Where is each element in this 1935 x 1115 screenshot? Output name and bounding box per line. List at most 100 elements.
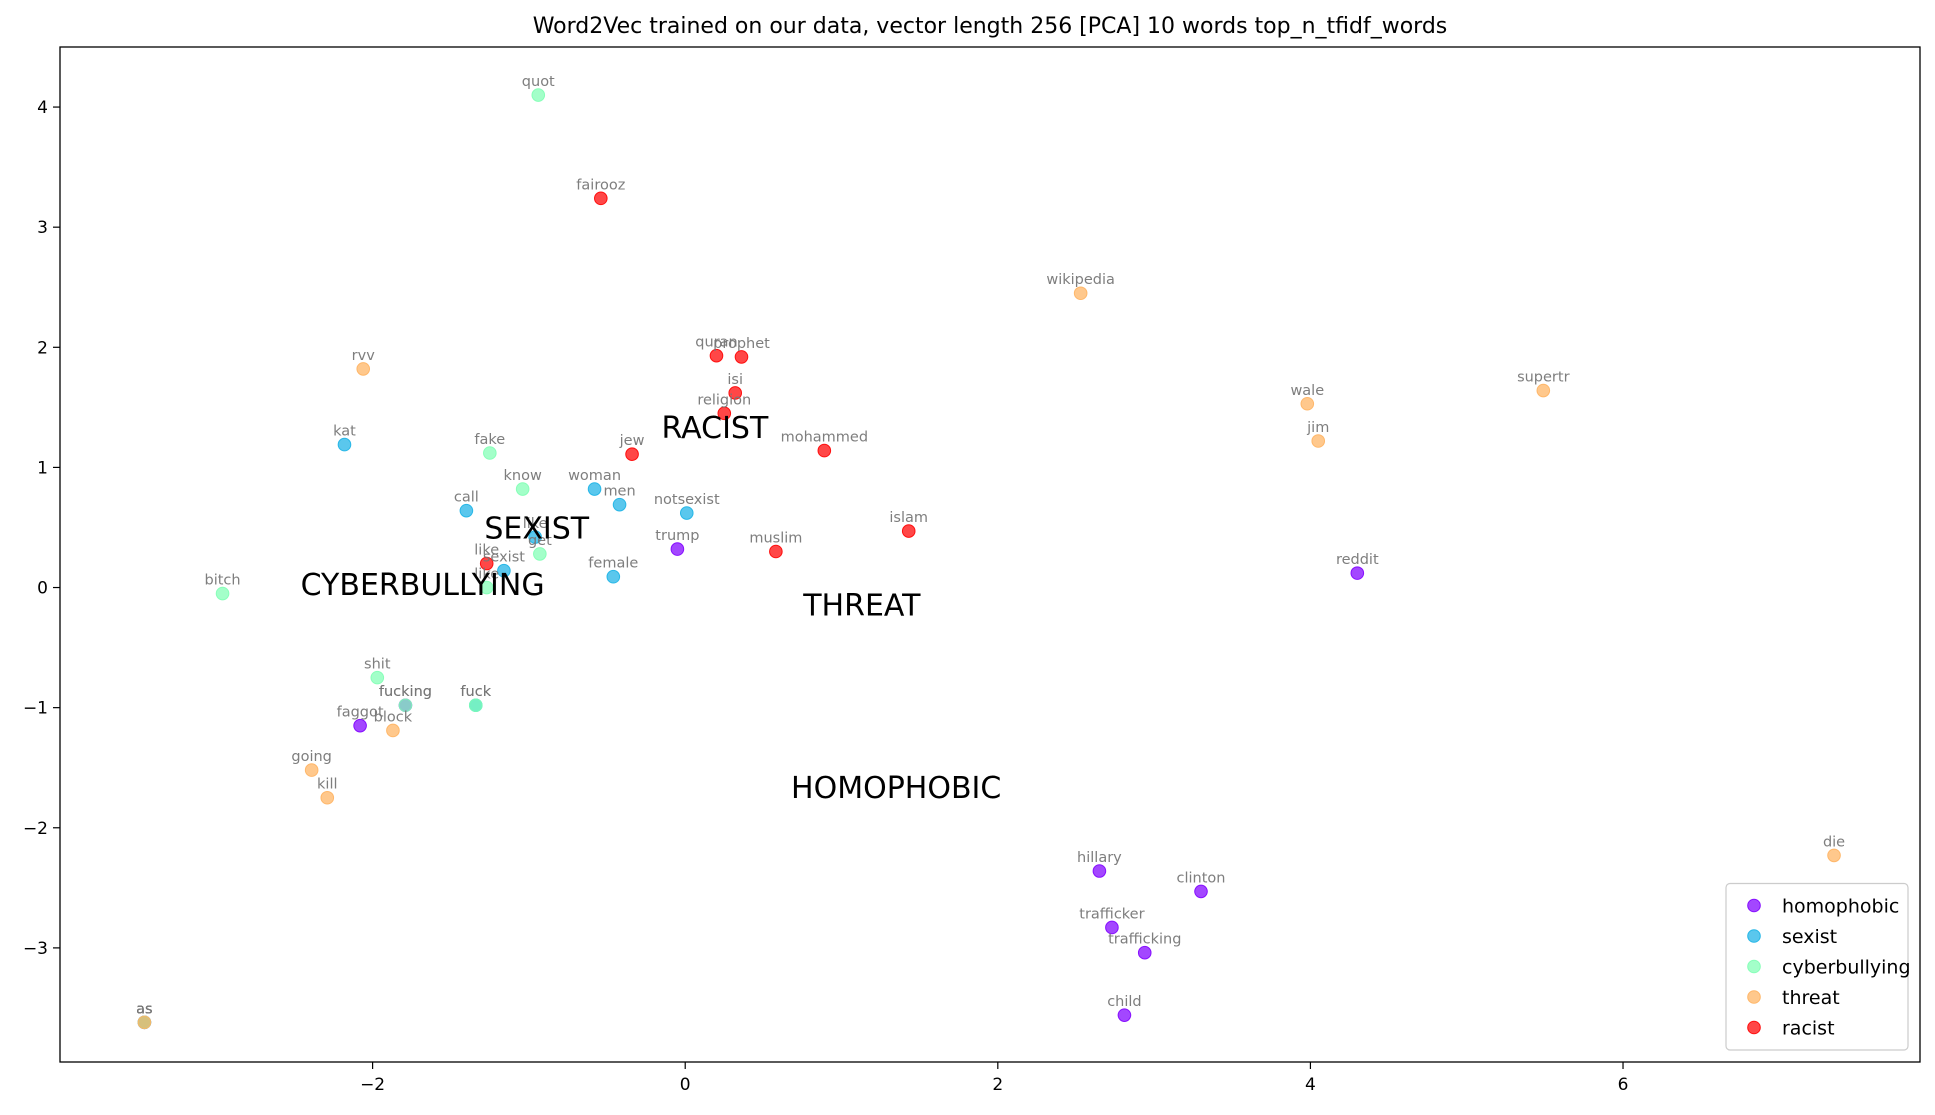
point-label: jim [1306, 420, 1329, 436]
data-point-threat [1311, 434, 1326, 448]
point-label: like [474, 543, 499, 559]
data-point-racist [817, 443, 832, 458]
data-point-cyberbullying [531, 88, 546, 102]
point-label: fairooz [576, 177, 625, 193]
data-point-sexist [459, 503, 474, 518]
data-point-homophobic [1194, 884, 1208, 899]
point-label: notsexist [654, 492, 720, 508]
point-label: quran [695, 335, 737, 351]
data-point-threat [386, 723, 400, 738]
point-label: fucking [379, 684, 432, 700]
point-label: like [523, 516, 548, 532]
data-point-cyberbullying [398, 698, 413, 713]
data-point-racist [769, 544, 783, 559]
data-point-homophobic [353, 718, 367, 733]
point-label: mohammed [781, 430, 868, 446]
data-point-cyberbullying [468, 698, 483, 713]
point-label: as [136, 1001, 152, 1017]
data-point-homophobic [1137, 945, 1152, 960]
point-label: prophet [713, 336, 770, 352]
y-tick-label: −3 [23, 939, 48, 959]
legend-marker-racist [1747, 1020, 1761, 1035]
point-label: bitch [205, 573, 241, 589]
point-label: islam [889, 510, 928, 526]
legend-marker-threat [1747, 990, 1761, 1004]
point-label: shit [364, 657, 391, 673]
data-point-racist [734, 350, 749, 364]
point-label: rvv [352, 348, 376, 364]
point-label: as [136, 1001, 152, 1017]
data-point-sexist [606, 569, 621, 584]
y-tick-label: 3 [37, 218, 48, 238]
plot-frame [59, 46, 1921, 1063]
point-label: like [474, 567, 499, 583]
data-point-homophobic [1117, 1008, 1132, 1022]
legend [1725, 882, 1909, 1051]
point-label: wikipedia [1046, 272, 1115, 288]
data-point-sexist [497, 563, 511, 578]
y-tick-label: 4 [37, 98, 48, 118]
data-point-threat [137, 1015, 152, 1030]
point-label: jew [619, 433, 645, 449]
data-point-homophobic [1350, 566, 1365, 580]
y-tick-label: 1 [37, 458, 48, 478]
data-point-sexist [679, 506, 694, 520]
data-point-homophobic [1092, 864, 1107, 878]
data-point-sexist [528, 530, 542, 544]
legend-label: sexist [1782, 926, 1837, 948]
cluster-label: THREAT [802, 589, 921, 624]
point-label: going [291, 749, 332, 765]
point-label: fucking [379, 684, 432, 700]
point-label: trump [655, 528, 699, 544]
x-tick-label: 0 [680, 1075, 691, 1095]
point-label: woman [568, 468, 621, 484]
point-label: muslim [749, 530, 802, 546]
point-label: kat [333, 424, 356, 440]
point-label: trafficking [1108, 932, 1181, 948]
cluster-label: RACIST [662, 411, 769, 446]
point-label: fake [474, 432, 505, 448]
data-point-racist [901, 524, 916, 538]
legend-label: racist [1782, 1018, 1835, 1040]
point-label: as [136, 1001, 152, 1017]
point-label: get [528, 533, 552, 549]
data-point-threat [1536, 383, 1551, 398]
data-point-threat [304, 763, 319, 777]
point-label: faggot [337, 705, 384, 721]
data-point-cyberbullying [215, 586, 230, 601]
point-label: religion [697, 392, 751, 408]
legend-marker-cyberbullying [1747, 959, 1761, 974]
point-label: clinton [1177, 870, 1226, 886]
point-label: female [588, 556, 638, 572]
point-label: isi [727, 372, 743, 388]
cluster-label: CYBERBULLYING [301, 568, 545, 603]
data-point-racist [479, 556, 494, 571]
point-label: sexist [483, 550, 525, 566]
point-label: wale [1290, 383, 1324, 399]
data-point-threat [1073, 286, 1088, 301]
legend-label: homophobic [1782, 896, 1899, 918]
y-tick-label: −1 [23, 699, 48, 719]
data-point-racist [594, 191, 608, 206]
data-point-threat [1300, 396, 1315, 411]
point-label: reddit [1336, 552, 1379, 568]
x-tick-label: 2 [992, 1075, 1003, 1095]
point-label: fuck [460, 684, 491, 700]
data-point-racist [717, 406, 732, 421]
data-point-racist [625, 447, 639, 462]
x-tick-label: −2 [360, 1075, 385, 1095]
data-point-racist [709, 348, 724, 363]
point-label: kill [317, 777, 337, 793]
point-label: supertr [1517, 370, 1570, 386]
legend-label: cyberbullying [1782, 957, 1911, 979]
point-label: call [454, 490, 479, 506]
point-label: die [1823, 834, 1845, 850]
y-tick-label: 2 [37, 338, 48, 358]
data-point-cyberbullying [533, 547, 547, 561]
data-point-sexist [337, 437, 352, 452]
x-tick-label: 6 [1618, 1075, 1629, 1095]
chart-title: Word2Vec trained on our data, vector len… [533, 14, 1448, 39]
point-label: block [374, 709, 413, 725]
legend-marker-homophobic [1747, 898, 1761, 913]
